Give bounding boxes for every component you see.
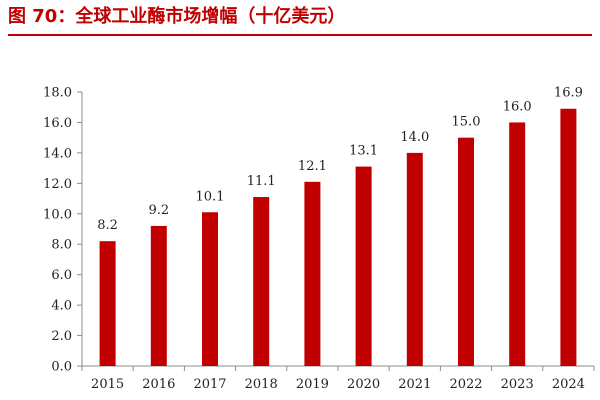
y-tick-label: 16.0 [43,116,72,131]
bar [406,152,423,366]
y-tick-label: 8.0 [51,238,72,253]
data-label: 8.2 [97,218,118,233]
data-label: 12.1 [298,159,327,174]
x-tick-label: 2020 [347,377,380,392]
x-tick-label: 2018 [245,377,278,392]
data-label: 14.0 [400,130,429,145]
bar [304,181,321,366]
y-tick-label: 18.0 [43,86,72,101]
bar [202,212,218,366]
y-tick-label: 2.0 [51,329,72,344]
data-label: 9.2 [148,203,169,218]
y-tick-label: 14.0 [43,146,72,161]
x-tick-label: 2015 [91,377,124,392]
bar [509,122,526,366]
data-label: 15.0 [452,115,481,130]
bar [560,108,577,366]
x-tick-label: 2017 [193,377,226,392]
chart-data-labels: 8.2 9.2 10.1 11.1 12.1 13.1 14.0 15.0 16.0 16.9 [97,86,583,233]
y-tick-label: 4.0 [51,299,72,314]
y-tick-label: 12.0 [43,177,72,192]
bar [458,137,474,366]
bar [99,241,116,366]
bar [253,197,270,366]
x-tick-label: 2021 [398,377,431,392]
data-label: 16.0 [503,99,532,114]
x-tick-label: 2016 [142,377,175,392]
x-tick-label: 2024 [552,377,585,392]
chart-bars [99,108,577,366]
bar [355,166,372,366]
x-tick-label: 2019 [296,377,329,392]
figure-title: 图 70：全球工业酶市场增幅（十亿美元） [8,6,346,27]
bar [150,225,167,366]
y-tick-label: 6.0 [51,268,72,283]
data-label: 13.1 [349,144,378,159]
y-tick-label: 0.0 [51,360,72,375]
y-tick-label: 10.0 [43,207,72,222]
data-label: 11.1 [247,174,276,189]
data-label: 16.9 [554,86,583,101]
x-tick-label: 2022 [449,377,482,392]
x-tick-label: 2023 [501,377,534,392]
data-label: 10.1 [196,189,225,204]
title-divider [8,34,592,36]
chart-axes: 0.0 2.0 4.0 6.0 8.0 10.0 12.0 14.0 16.0 18.0 2015 2… [43,86,595,392]
